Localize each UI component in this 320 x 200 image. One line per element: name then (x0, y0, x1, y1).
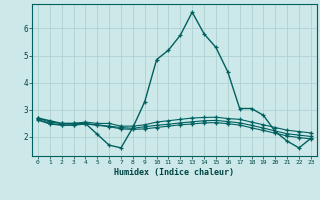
X-axis label: Humidex (Indice chaleur): Humidex (Indice chaleur) (115, 168, 234, 177)
